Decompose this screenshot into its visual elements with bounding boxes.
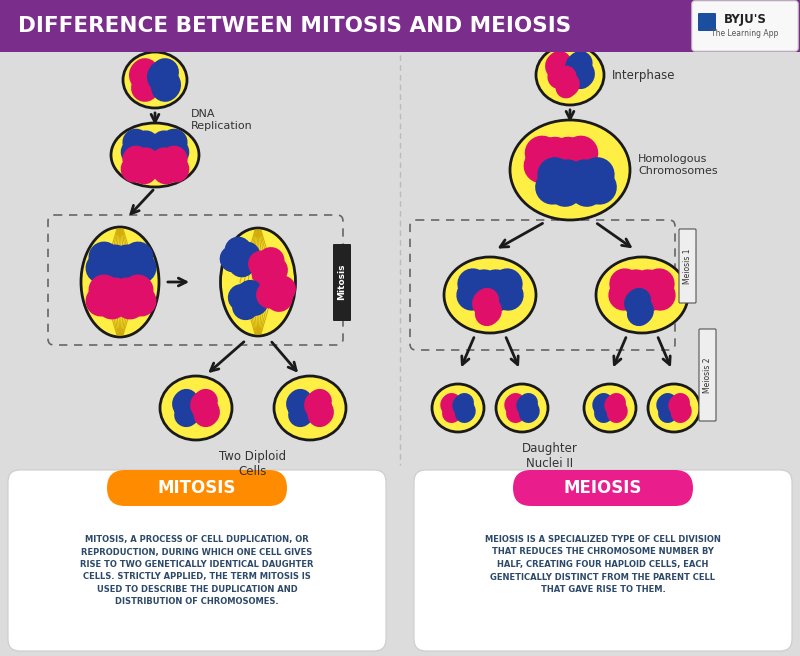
FancyBboxPatch shape xyxy=(8,470,386,651)
Text: Meiosis 1: Meiosis 1 xyxy=(682,248,691,284)
Text: MEIOSIS: MEIOSIS xyxy=(564,479,642,497)
Text: Daughter
Nuclei II: Daughter Nuclei II xyxy=(522,442,578,470)
Text: Meiosis 2: Meiosis 2 xyxy=(702,358,711,393)
Ellipse shape xyxy=(648,384,700,432)
Ellipse shape xyxy=(584,384,636,432)
FancyBboxPatch shape xyxy=(513,470,693,506)
Ellipse shape xyxy=(111,123,199,187)
Text: DIFFERENCE BETWEEN MITOSIS AND MEIOSIS: DIFFERENCE BETWEEN MITOSIS AND MEIOSIS xyxy=(18,16,571,36)
FancyBboxPatch shape xyxy=(0,0,800,52)
Text: Interphase: Interphase xyxy=(612,68,675,81)
Ellipse shape xyxy=(596,257,688,333)
Ellipse shape xyxy=(81,227,159,337)
Text: BYJU'S: BYJU'S xyxy=(723,14,766,26)
Ellipse shape xyxy=(432,384,484,432)
FancyBboxPatch shape xyxy=(107,470,287,506)
FancyBboxPatch shape xyxy=(333,244,351,321)
Ellipse shape xyxy=(160,376,232,440)
Ellipse shape xyxy=(444,257,536,333)
Text: The Learning App: The Learning App xyxy=(711,28,778,37)
Ellipse shape xyxy=(510,120,630,220)
FancyBboxPatch shape xyxy=(679,229,696,303)
FancyBboxPatch shape xyxy=(699,329,716,421)
Text: Mitosis: Mitosis xyxy=(338,264,346,300)
Text: MEIOSIS IS A SPECIALIZED TYPE OF CELL DIVISION
THAT REDUCES THE CHROMOSOME NUMBE: MEIOSIS IS A SPECIALIZED TYPE OF CELL DI… xyxy=(485,535,721,594)
Text: Homologous
Chromosomes: Homologous Chromosomes xyxy=(638,154,718,176)
Ellipse shape xyxy=(536,45,604,105)
Ellipse shape xyxy=(274,376,346,440)
Ellipse shape xyxy=(496,384,548,432)
Text: MITOSIS: MITOSIS xyxy=(158,479,236,497)
FancyBboxPatch shape xyxy=(414,470,792,651)
Text: DNA
Replication: DNA Replication xyxy=(191,109,253,131)
Ellipse shape xyxy=(221,228,295,336)
Ellipse shape xyxy=(123,52,187,108)
FancyBboxPatch shape xyxy=(692,1,798,51)
FancyBboxPatch shape xyxy=(698,13,716,31)
Text: MITOSIS, A PROCESS OF CELL DUPLICATION, OR
REPRODUCTION, DURING WHICH ONE CELL G: MITOSIS, A PROCESS OF CELL DUPLICATION, … xyxy=(80,535,314,607)
Text: Two Diploid
Cells: Two Diploid Cells xyxy=(219,450,286,478)
